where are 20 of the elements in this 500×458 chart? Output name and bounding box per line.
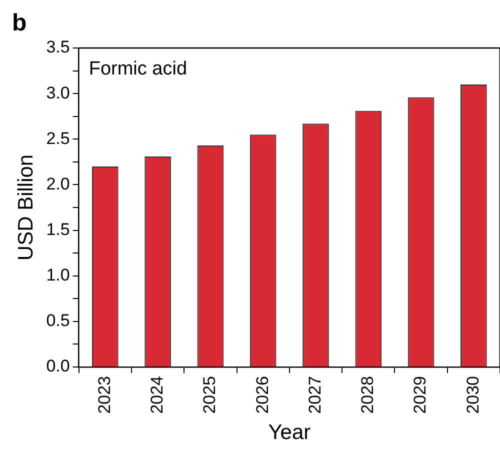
x-tick-label: 2026 xyxy=(252,376,272,414)
x-tick-label: 2023 xyxy=(94,376,114,414)
x-tick-label: 2025 xyxy=(200,376,220,414)
y-tick-label: 2.0 xyxy=(46,174,70,194)
y-tick-label: 2.5 xyxy=(46,128,70,148)
y-tick-label: 3.5 xyxy=(46,38,70,57)
annotation: Formic acid xyxy=(88,58,188,80)
x-tick-label: 2027 xyxy=(305,376,324,414)
y-axis-title: USD Billion xyxy=(14,154,38,261)
x-tick-label: 2030 xyxy=(463,376,482,414)
y-tick-label: 1.5 xyxy=(46,220,70,239)
y-tick-label: 0.5 xyxy=(46,311,70,330)
x-tick-label: 2028 xyxy=(358,376,378,414)
y-tick-label: 1.0 xyxy=(46,266,70,285)
x-tick-label: 2029 xyxy=(410,376,430,414)
x-axis-title: Year xyxy=(268,421,311,444)
text: b xyxy=(12,10,27,37)
x-tick-label: 2024 xyxy=(147,376,166,414)
y-tick-label: 0.0 xyxy=(46,356,70,376)
y-tick-label: 3.0 xyxy=(46,83,70,102)
